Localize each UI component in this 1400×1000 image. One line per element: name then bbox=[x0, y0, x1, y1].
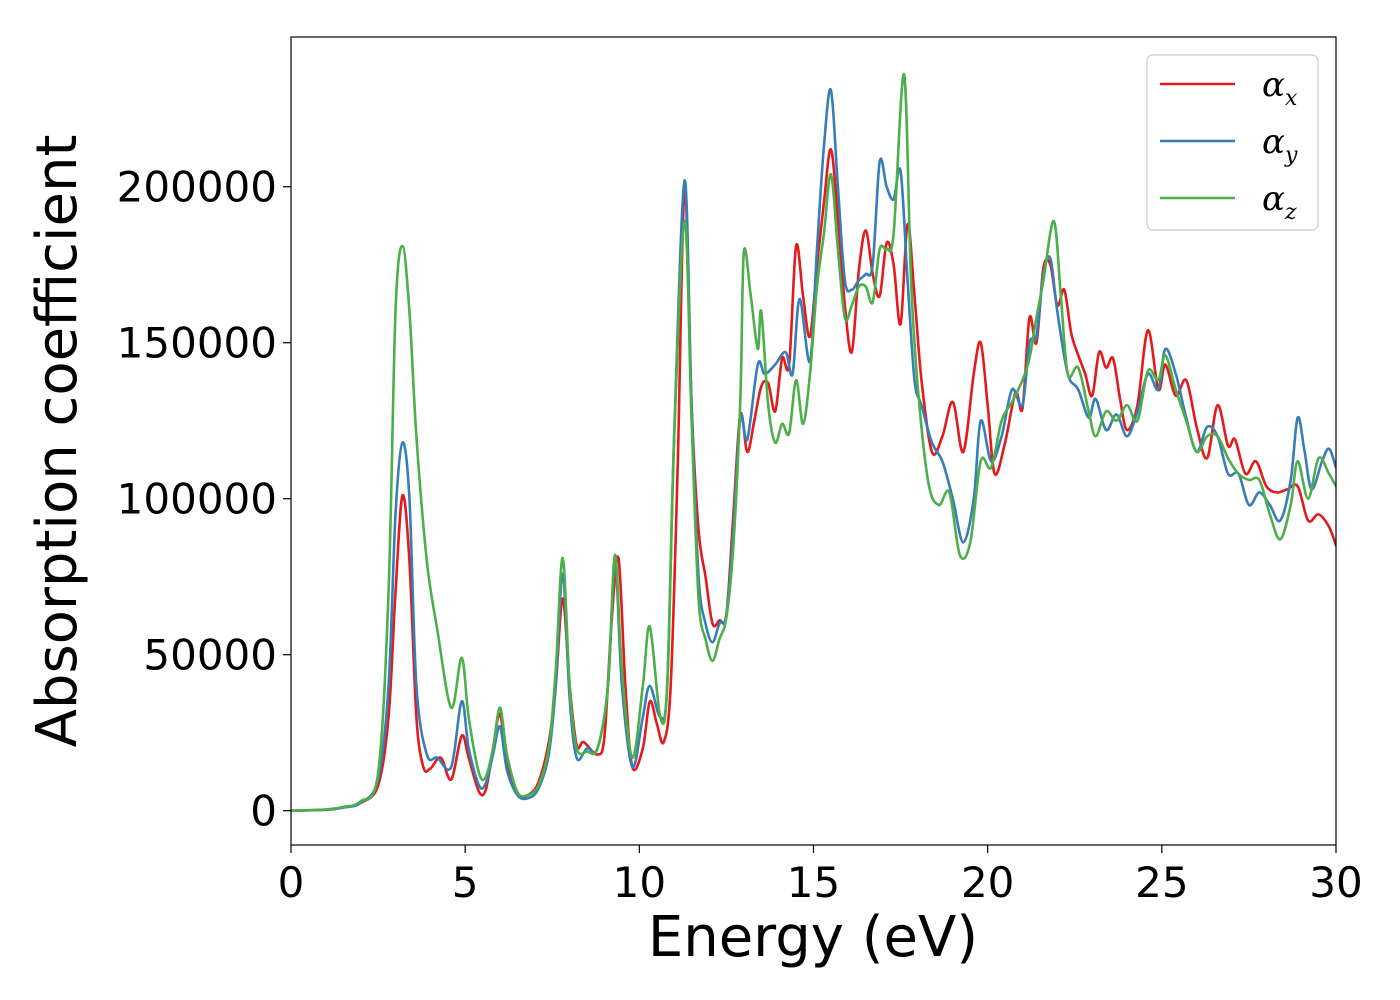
legend-label-base: α bbox=[1262, 65, 1285, 105]
x-tick-label: 15 bbox=[787, 858, 840, 907]
x-tick-label: 30 bbox=[1309, 858, 1362, 907]
x-tick-label: 0 bbox=[278, 858, 305, 907]
y-tick-label: 50000 bbox=[143, 631, 277, 680]
series-line-y bbox=[291, 88, 1336, 812]
x-tick-label: 5 bbox=[452, 858, 479, 907]
series-line-x bbox=[291, 148, 1336, 812]
legend-box bbox=[1146, 54, 1319, 231]
series-layer bbox=[291, 73, 1336, 812]
x-tick-label: 20 bbox=[961, 858, 1014, 907]
y-tick-label: 0 bbox=[250, 787, 277, 836]
legend-label-subscript: z bbox=[1284, 200, 1297, 225]
legend-label-base: α bbox=[1262, 179, 1285, 219]
y-axis-label: Absorption coefficient bbox=[25, 135, 90, 748]
legend-label-subscript: y bbox=[1284, 143, 1298, 168]
legend-label-subscript: x bbox=[1285, 86, 1298, 111]
series-line-z bbox=[291, 73, 1336, 812]
y-tick-label: 100000 bbox=[117, 475, 277, 524]
legend-label-z: αz bbox=[1262, 179, 1297, 225]
legend-label-y: αy bbox=[1262, 122, 1298, 168]
x-tick-label: 10 bbox=[613, 858, 666, 907]
y-tick-label: 200000 bbox=[117, 163, 277, 212]
x-tick-label: 25 bbox=[1135, 858, 1188, 907]
legend-label-base: α bbox=[1262, 122, 1285, 162]
x-axis: 0 5 10 15 20 25 30 bbox=[278, 845, 1363, 907]
y-tick-label: 150000 bbox=[117, 319, 277, 368]
x-axis-label: Energy (eV) bbox=[648, 905, 978, 970]
y-axis: 0 50000 100000 150000 200000 bbox=[117, 163, 291, 836]
legend-label-x: αx bbox=[1262, 65, 1298, 111]
